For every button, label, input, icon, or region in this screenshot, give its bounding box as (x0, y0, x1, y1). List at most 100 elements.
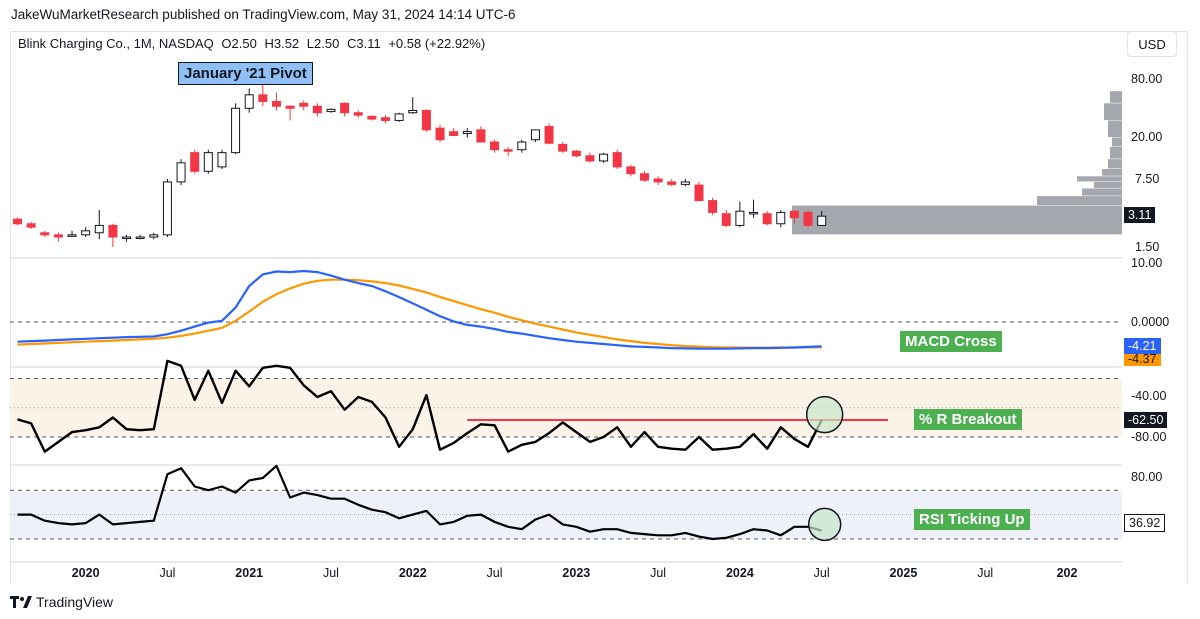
candle-body-down (381, 117, 391, 121)
volume-profile-bar (1110, 146, 1122, 159)
volume-profile-bar (1108, 159, 1122, 169)
wr-tick-minus40: -40.00 (1131, 389, 1167, 403)
candle-body-down (190, 152, 200, 172)
candle-body-down (40, 232, 50, 236)
candle (108, 223, 118, 247)
candle-body-up (817, 215, 827, 226)
candle (612, 149, 622, 170)
candle (435, 124, 445, 143)
candle (67, 230, 77, 238)
macd-tick-0: 0.0000 (1131, 315, 1170, 329)
candle-body-down (340, 102, 350, 114)
x-tick-label: 2024 (726, 566, 754, 580)
candle-body-down (53, 234, 63, 238)
candle-body-up (462, 131, 472, 135)
legend-close: C3.11 (346, 36, 381, 51)
candle-body-up (776, 211, 786, 225)
candle-body-down (108, 224, 118, 238)
candle (735, 201, 745, 228)
x-axis: 2020 Jul 2021 Jul 2022 Jul 2023 Jul 2024 Jul 2025 J… (72, 566, 1078, 580)
candle-body-up (599, 153, 609, 162)
candle (135, 234, 145, 240)
candle-body-up (326, 108, 336, 113)
wr-tick-minus80: -80.00 (1131, 430, 1167, 444)
candle (231, 103, 241, 155)
candle-body-down (312, 105, 322, 114)
wr-breakout-circle (805, 395, 844, 434)
rsi-circle (807, 507, 842, 542)
candle (408, 97, 418, 114)
candle (571, 149, 581, 158)
rsi-value-label: 36.92 (1124, 514, 1166, 532)
macd-line (17, 269, 822, 350)
candle (530, 129, 540, 143)
candle-body-down (571, 150, 581, 157)
candle (244, 88, 254, 113)
candle-body-down (299, 102, 309, 107)
candle-body-up (203, 152, 213, 172)
x-tick-label: 202 (1057, 566, 1078, 580)
candle (667, 179, 677, 187)
candle (381, 115, 391, 124)
volume-profile-bar (1094, 181, 1122, 188)
pivot-annotation: January '21 Pivot (178, 62, 313, 85)
tradingview-logo-icon (10, 596, 32, 608)
price-tick-7-5: 7.50 (1135, 172, 1160, 186)
candle-body-down (271, 100, 281, 107)
candle-body-down (490, 141, 500, 151)
candle-body-up (735, 210, 745, 226)
candle (162, 179, 172, 238)
x-tick-label: 2021 (235, 566, 263, 580)
candle (26, 222, 36, 229)
candle (271, 92, 281, 111)
chart-frame (10, 31, 1188, 584)
candle-body-down (762, 213, 772, 225)
candle (217, 149, 227, 170)
candle-body-down (367, 115, 377, 120)
candle-body-down (285, 105, 295, 109)
currency-button[interactable]: USD (1127, 31, 1177, 57)
candle-body-up (67, 234, 77, 237)
footer-brand: TradingView (36, 594, 114, 610)
legend-open: O2.50 (221, 36, 257, 51)
candle-body-up (749, 211, 759, 215)
candle (762, 211, 772, 226)
candle (367, 115, 377, 121)
candle-body-down (667, 181, 677, 185)
candle (149, 232, 159, 240)
candle-body-down (558, 143, 568, 152)
candle (776, 210, 786, 228)
candle (299, 100, 309, 111)
candle-body-down (789, 210, 799, 219)
x-tick-label: Jul (323, 566, 339, 580)
candle-body-up (530, 129, 540, 141)
x-tick-label: Jul (159, 566, 175, 580)
signal-line (17, 278, 822, 349)
candle (749, 199, 759, 218)
candle (122, 234, 132, 242)
x-tick-label: 2022 (399, 566, 427, 580)
candle (394, 112, 404, 122)
candle-body-up (149, 234, 159, 238)
candle-body-down (694, 184, 704, 202)
price-tick-20: 20.00 (1131, 130, 1163, 144)
volume-profile-bar (792, 205, 1122, 235)
candle-body-down (721, 213, 731, 226)
candle (476, 126, 486, 143)
volume-profile-bar (1082, 188, 1122, 196)
candle-body-up (94, 224, 104, 234)
macd-cross-annotation: MACD Cross (900, 331, 1002, 352)
x-tick-label: 2023 (562, 566, 590, 580)
price-tick-80: 80.00 (1131, 72, 1163, 86)
candle (653, 176, 663, 186)
candles (13, 84, 827, 247)
x-tick-label: 2020 (72, 566, 100, 580)
rsi-line (17, 464, 822, 541)
candle-body-up (135, 236, 145, 240)
candle-body-up (176, 162, 186, 183)
last-price-label: 3.11 (1124, 207, 1156, 223)
candle-body-up (162, 181, 172, 236)
candle-body-up (394, 113, 404, 121)
candle (789, 210, 799, 224)
